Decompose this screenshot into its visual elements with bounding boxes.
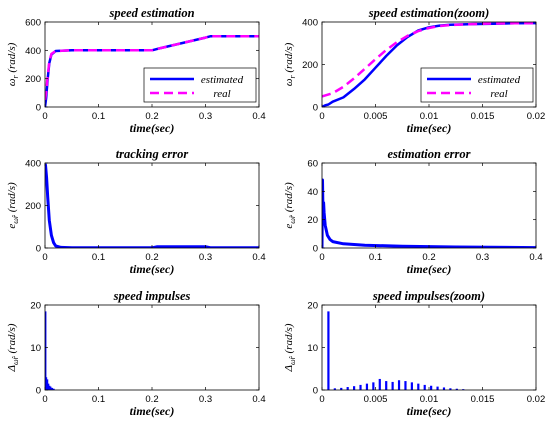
- y-tick-label: 60: [307, 159, 318, 170]
- series-line-series-1: [322, 178, 536, 248]
- x-tick-label: 0.1: [92, 252, 105, 263]
- x-tick-label: 0.4: [252, 252, 265, 263]
- x-tick-label: 0.2: [145, 252, 158, 263]
- x-tick-label: 0.4: [252, 111, 265, 122]
- subplot-5: 0 0.1 0.2 0.3 0.4 0 10 20 speed impulses time(sec…: [6, 289, 266, 418]
- plot-area: [45, 305, 259, 390]
- x-tick-label: 0.3: [199, 252, 212, 263]
- y-tick-label: 200: [302, 60, 318, 71]
- y-tick-label: 20: [30, 301, 41, 312]
- y-tick-label: 20: [307, 215, 318, 226]
- subplot-title: speed estimation: [108, 6, 194, 20]
- y-axis-label: Δω̂r (rad/s): [283, 323, 297, 372]
- y-tick-label: 20: [307, 301, 318, 312]
- y-tick-label: 0: [313, 244, 318, 255]
- series-line-real: [322, 22, 536, 98]
- data-layer: [322, 178, 536, 248]
- x-tick-label: 0.1: [92, 111, 105, 122]
- x-axis-label: time(sec): [130, 121, 175, 135]
- y-tick-label: 40: [307, 187, 318, 198]
- x-tick-label: 0.2: [422, 252, 435, 263]
- y-tick-label: 400: [25, 159, 41, 170]
- legend: estimated real: [143, 67, 257, 103]
- y-tick-label: 10: [30, 343, 41, 354]
- y-tick-label: 400: [25, 46, 41, 57]
- x-tick-label: 0.1: [369, 252, 382, 263]
- legend-label: real: [213, 88, 230, 100]
- x-tick-label: 0.4: [529, 252, 542, 263]
- x-tick-label: 0.01: [420, 111, 439, 122]
- series-line-series-1: [45, 163, 259, 248]
- x-tick-label: 0.2: [145, 394, 158, 405]
- legend-label: estimated: [201, 74, 244, 86]
- x-tick-label: 0.4: [252, 394, 265, 405]
- y-axis-label: eω̂r (rad/s): [6, 182, 20, 229]
- x-tick-label: 0.3: [199, 394, 212, 405]
- x-tick-label: 0: [319, 252, 324, 263]
- x-tick-label: 0: [319, 111, 324, 122]
- x-axis-label: time(sec): [407, 404, 452, 418]
- y-tick-label: 0: [313, 386, 318, 397]
- x-tick-label: 0.01: [420, 394, 439, 405]
- subplot-4: 0 0.1 0.2 0.3 0.4 0 20 40 60 estimation error time…: [283, 147, 543, 276]
- series-line-real: [45, 34, 259, 101]
- subplot-6: 0 0.005 0.01 0.015 0.02 0 10 20 speed impulses(z…: [283, 289, 545, 418]
- y-axis-label: ωr (rad/s): [6, 42, 20, 86]
- y-tick-label: 0: [313, 103, 318, 114]
- x-axis-label: time(sec): [130, 404, 175, 418]
- x-tick-label: 0.3: [476, 252, 489, 263]
- data-layer: [322, 22, 536, 107]
- data-layer: [327, 311, 465, 390]
- x-tick-label: 0.2: [145, 111, 158, 122]
- y-tick-label: 0: [36, 386, 41, 397]
- x-tick-label: 0.02: [527, 394, 546, 405]
- y-axis-label: Δω̂r (rad/s): [6, 323, 20, 372]
- y-tick-label: 0: [36, 103, 41, 114]
- subplot-2: 0 0.005 0.01 0.015 0.02 0 200 400 speed estimati…: [283, 6, 545, 135]
- x-tick-label: 0.3: [199, 111, 212, 122]
- y-tick-label: 0: [36, 244, 41, 255]
- legend: estimated real: [420, 67, 534, 103]
- subplot-title: tracking error: [116, 147, 189, 161]
- plot-area: [322, 163, 536, 248]
- legend-box: [143, 67, 257, 103]
- y-axis-label: ωr (rad/s): [283, 42, 297, 86]
- x-tick-label: 0.02: [527, 111, 546, 122]
- legend-label: estimated: [478, 74, 521, 86]
- subplot-3: 0 0.1 0.2 0.3 0.4 0 200 400 tracking error time(s…: [6, 147, 266, 276]
- subplot-title: speed impulses: [113, 289, 191, 303]
- subplot-1: 0 0.1 0.2 0.3 0.4 0 200 400 600 speed estimation t…: [6, 6, 266, 135]
- x-tick-label: 0.005: [364, 394, 388, 405]
- x-tick-label: 0.015: [471, 394, 495, 405]
- y-tick-label: 10: [307, 343, 318, 354]
- legend-label: real: [490, 88, 507, 100]
- subplot-title: speed estimation(zoom): [368, 6, 489, 20]
- y-tick-label: 200: [25, 201, 41, 212]
- x-axis-label: time(sec): [130, 262, 175, 276]
- plot-area: [322, 305, 536, 390]
- x-tick-label: 0: [319, 394, 324, 405]
- data-layer: [45, 163, 259, 248]
- legend-box: [420, 67, 534, 103]
- x-tick-label: 0.015: [471, 111, 495, 122]
- plot-area: [45, 163, 259, 248]
- x-axis-label: time(sec): [407, 262, 452, 276]
- x-tick-label: 0: [42, 394, 47, 405]
- y-axis-label: eω̃r (rad/s): [283, 182, 297, 229]
- x-tick-label: 0.1: [92, 394, 105, 405]
- x-tick-label: 0: [42, 111, 47, 122]
- y-tick-label: 200: [25, 74, 41, 85]
- x-tick-label: 0: [42, 252, 47, 263]
- y-tick-label: 600: [25, 18, 41, 29]
- subplot-title: speed impulses(zoom): [372, 289, 485, 303]
- subplot-title: estimation error: [388, 147, 471, 161]
- x-axis-label: time(sec): [407, 121, 452, 135]
- y-tick-label: 400: [302, 18, 318, 29]
- x-tick-label: 0.005: [364, 111, 388, 122]
